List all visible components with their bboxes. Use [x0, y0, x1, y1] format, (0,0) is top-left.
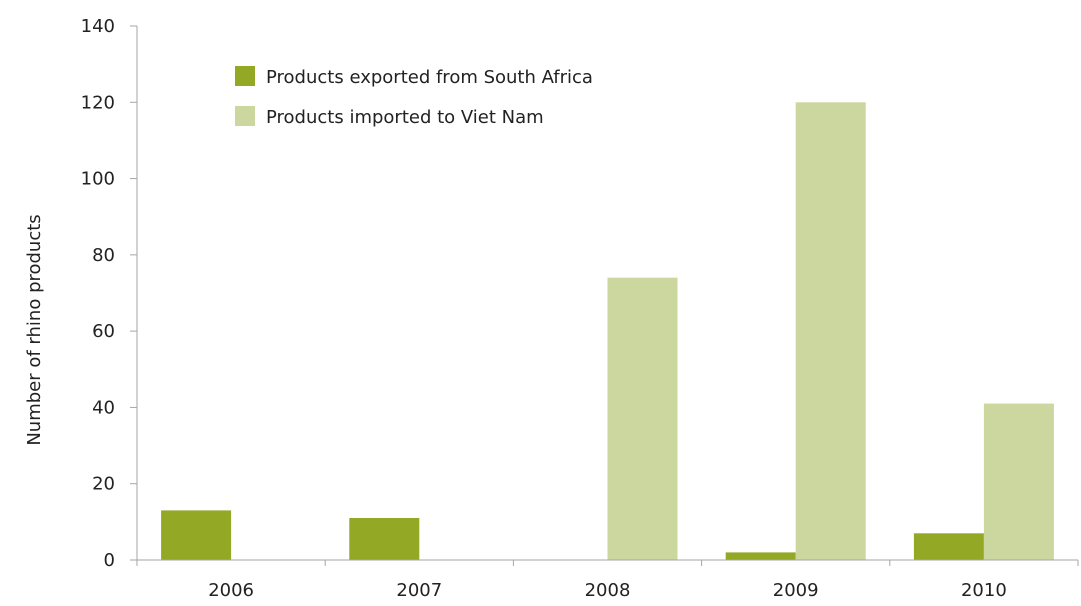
x-tick-label: 2008: [585, 580, 631, 601]
y-axis-title-group: Number of rhino products: [24, 214, 45, 445]
y-tick-label: 100: [81, 169, 115, 190]
bar-exported-2009: [725, 552, 796, 560]
legend-swatch-exported: [235, 66, 255, 86]
y-tick-label: 0: [104, 550, 115, 571]
y-tick-label: 140: [81, 16, 115, 37]
x-tick-label: 2006: [208, 580, 254, 601]
bar-imported-2009: [795, 102, 866, 561]
legend: Products exported from South Africa Produ…: [235, 66, 593, 128]
legend-label-exported: Products exported from South Africa: [266, 67, 593, 88]
bar-exported-2006: [161, 510, 232, 560]
bars-group: [161, 102, 1054, 561]
y-tick-label: 80: [92, 245, 115, 266]
y-tick-label: 20: [92, 474, 115, 495]
bar-imported-2010: [983, 403, 1054, 560]
x-tick-label: 2010: [961, 580, 1007, 601]
bar-exported-2007: [349, 518, 420, 560]
y-tick-label: 60: [92, 321, 115, 342]
bar-exported-2010: [913, 533, 984, 560]
y-tick-label: 40: [92, 397, 115, 418]
legend-swatch-imported: [235, 106, 255, 126]
y-tick-label: 120: [81, 92, 115, 113]
ticks-group: 0 20 40 60 80 100 120 140 2006 2007 2008 2009 2010: [81, 16, 1079, 601]
axes-group: [136, 26, 1078, 561]
x-tick-label: 2007: [396, 580, 442, 601]
legend-label-imported: Products imported to Viet Nam: [266, 107, 544, 128]
y-axis-title: Number of rhino products: [24, 214, 45, 445]
bar-imported-2008: [607, 277, 678, 560]
x-tick-label: 2009: [773, 580, 819, 601]
